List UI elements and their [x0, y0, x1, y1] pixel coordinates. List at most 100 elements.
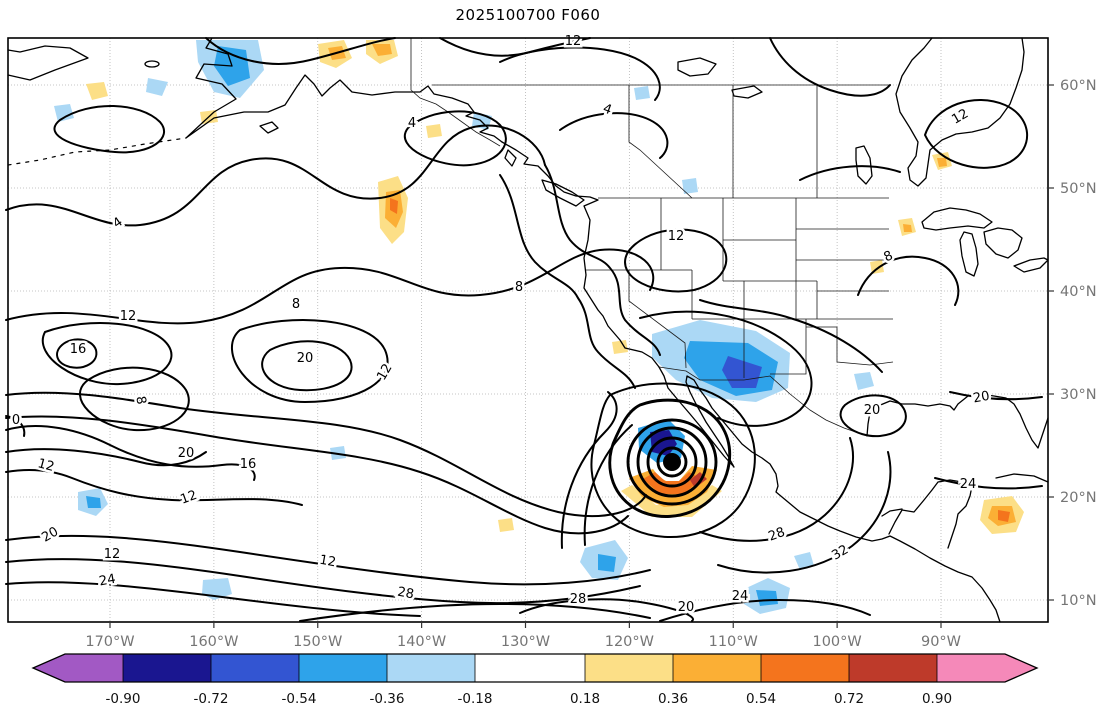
vancouver-island [541, 179, 585, 207]
x-axis-tick-label: 140°W [397, 634, 446, 650]
colorbar-segment [849, 654, 937, 682]
contour-label: 12 [565, 34, 582, 49]
x-axis-tick-label: 130°W [501, 634, 550, 650]
aleutian-islands [7, 137, 187, 166]
colorbar-tick-label: 0.54 [746, 691, 776, 707]
y-axis-tick-label: 10°N [1060, 593, 1097, 609]
contour-label: 16 [70, 342, 87, 357]
colorbar-segment [475, 654, 585, 682]
alaska-coast [185, 37, 503, 143]
contour-label: 20 [678, 600, 695, 615]
colorbar-tick-label: -0.54 [282, 691, 317, 707]
kodiak-island [259, 121, 279, 134]
colorbar-segment [211, 654, 299, 682]
contour-label: 20 [297, 351, 314, 366]
x-axis-tick-label: 150°W [293, 634, 342, 650]
y-axis-tick-label: 50°N [1060, 181, 1097, 197]
graticule [8, 38, 1048, 622]
contour-label: 4 [408, 116, 416, 131]
hudson-bay [895, 37, 1025, 187]
colorbar-segment [387, 654, 475, 682]
colorbar-tick-label: -0.18 [458, 691, 493, 707]
contour-lines [5, 37, 1043, 622]
colorbar-segment [673, 654, 761, 682]
contour-label: 4 [110, 215, 125, 232]
colorbar: -0.90 -0.72 -0.54 -0.36 -0.18 0.18 0.36 0.54 0.7… [31, 653, 1039, 707]
contour-label: 12 [318, 553, 337, 571]
contour-label: 20 [39, 524, 61, 545]
contour-label: 24 [732, 589, 749, 604]
chukotka-coast [7, 45, 89, 81]
colorbar-outline [31, 653, 1039, 683]
x-axis-tick-label: 160°W [189, 634, 238, 650]
lake-erie [1013, 257, 1049, 273]
contour-label: 28 [396, 585, 415, 603]
contour-label: 12 [36, 456, 56, 475]
lake-athabasca [731, 85, 763, 99]
contour-label: 8 [515, 280, 523, 295]
lake-michigan [959, 231, 979, 277]
colorbar-over-arrow [937, 654, 1037, 682]
x-axis-tick-label: 100°W [812, 634, 861, 650]
contour-label: 24 [960, 477, 977, 492]
contour-label: 8 [882, 248, 896, 265]
contour-label: 0 [12, 413, 20, 428]
colorbar-under-arrow [33, 654, 123, 682]
y-axis-tick-label: 30°N [1060, 387, 1097, 403]
y-axis-tick-label: 60°N [1060, 78, 1097, 94]
chart-title: 2025100700 F060 [455, 6, 601, 24]
contour-label: 20 [178, 446, 195, 461]
colorbar-segment [299, 654, 387, 682]
colorbar-segment [585, 654, 673, 682]
colorbar-tick-label: 0.90 [922, 691, 952, 707]
colorbar-tick-label: -0.72 [194, 691, 229, 707]
y-axis-tick-label: 40°N [1060, 284, 1097, 300]
st-lawrence-island [144, 60, 160, 68]
cuba-west [995, 473, 1049, 483]
great-slave-lake [677, 57, 717, 77]
colorbar-segment [123, 654, 211, 682]
queen-charlotte-islands [504, 149, 517, 167]
x-axis-tick-label: 170°W [85, 634, 134, 650]
colorbar-tick-label: 0.18 [570, 691, 600, 707]
contour-label: 20 [864, 403, 881, 418]
plot-frame [7, 37, 1049, 623]
contour-label: 8 [132, 395, 148, 406]
colorbar-tick-label: -0.90 [106, 691, 141, 707]
colorbar-segment [761, 654, 849, 682]
colorbar-tick-label: -0.36 [370, 691, 405, 707]
political-borders [410, 38, 894, 437]
x-axis-tick-label: 120°W [605, 634, 654, 650]
gulf-of-mexico-coast [866, 393, 1049, 449]
coastlines [7, 37, 1049, 623]
storm-center-marker [663, 453, 681, 471]
lake-huron [983, 227, 1023, 259]
baja-and-mexico-coast [658, 366, 1001, 623]
x-axis-tick-label: 90°W [921, 634, 961, 650]
contour-label: 12 [120, 309, 137, 324]
lake-winnipeg [855, 145, 873, 185]
colorbar-tick-label: 0.72 [834, 691, 864, 707]
contour-label: 20 [972, 389, 991, 407]
bc-us-west-coast [501, 141, 660, 368]
contour-label: 8 [292, 297, 300, 312]
contour-label: 4 [601, 101, 614, 118]
colorbar-tick-label: 0.36 [658, 691, 688, 707]
contour-label: 12 [949, 106, 971, 127]
campeche-coast [881, 508, 903, 517]
contour-label: 24 [98, 572, 117, 590]
contour-label: 28 [766, 525, 787, 545]
axes: 170°W 160°W 150°W 140°W 130°W 120°W 110°W 100°W… [85, 78, 1096, 650]
contour-label: 12 [104, 547, 121, 562]
contour-label: 28 [570, 592, 587, 607]
yucatan-coast [888, 479, 973, 549]
contour-label: 12 [668, 229, 685, 244]
contour-label: 12 [178, 488, 199, 508]
storm-contour-rings [560, 382, 756, 549]
y-axis-tick-label: 20°N [1060, 490, 1097, 506]
contour-labels: 12 4 4 4 8 8 12 8 12 16 12 20 12 0 12 20 16 20 12 12 24 12 28 2… [9, 32, 993, 618]
contour-label: 12 [374, 361, 395, 383]
contour-label: 16 [240, 457, 257, 472]
